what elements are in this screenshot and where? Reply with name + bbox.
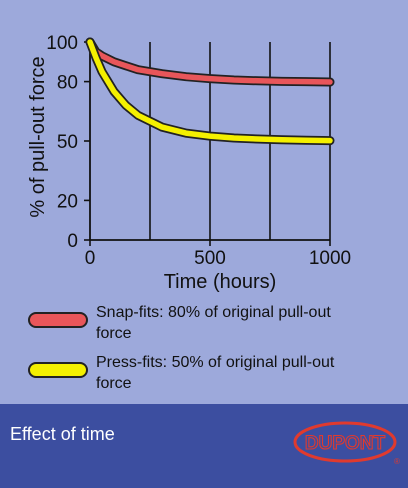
logo-wordmark: DUPONT xyxy=(305,433,386,454)
footer-caption: Effect of time xyxy=(10,424,115,444)
legend-label-press-fits: Press-fits: 50% of original pull-out for… xyxy=(96,354,335,392)
y-tick-label-80: 80 xyxy=(57,73,78,94)
y-tick-label-0: 0 xyxy=(67,231,78,252)
y-tick-label-20: 20 xyxy=(57,191,78,212)
y-tick-label-100: 100 xyxy=(46,33,78,54)
series-line-0 xyxy=(87,39,333,85)
y-tick-label-50: 50 xyxy=(57,132,78,153)
legend-item-press-fits: Press-fits: 50% of original pull-out for… xyxy=(22,352,382,398)
legend-label-snap-fits: Snap-fits: 80% of original pull-out forc… xyxy=(96,304,331,342)
legend-item-snap-fits: Snap-fits: 80% of original pull-out forc… xyxy=(22,302,382,348)
svg-text:®: ® xyxy=(394,457,400,466)
x-tick-label-500: 500 xyxy=(194,248,226,269)
x-axis-title: Time (hours) xyxy=(164,271,277,293)
dupont-logo: DUPONT ® xyxy=(293,421,400,466)
series-line-1 xyxy=(87,39,333,144)
y-axis-title: % of pull-out force xyxy=(27,56,49,217)
legend-swatch-press-fits xyxy=(28,362,88,378)
x-tick-label-0: 0 xyxy=(85,248,96,269)
legend-swatch-snap-fits xyxy=(28,312,88,328)
x-tick-label-1000: 1000 xyxy=(309,248,351,269)
chart-panel: 0 20 50 80 100 0 500 1000 Time (hours)% of pull-… xyxy=(0,0,408,404)
